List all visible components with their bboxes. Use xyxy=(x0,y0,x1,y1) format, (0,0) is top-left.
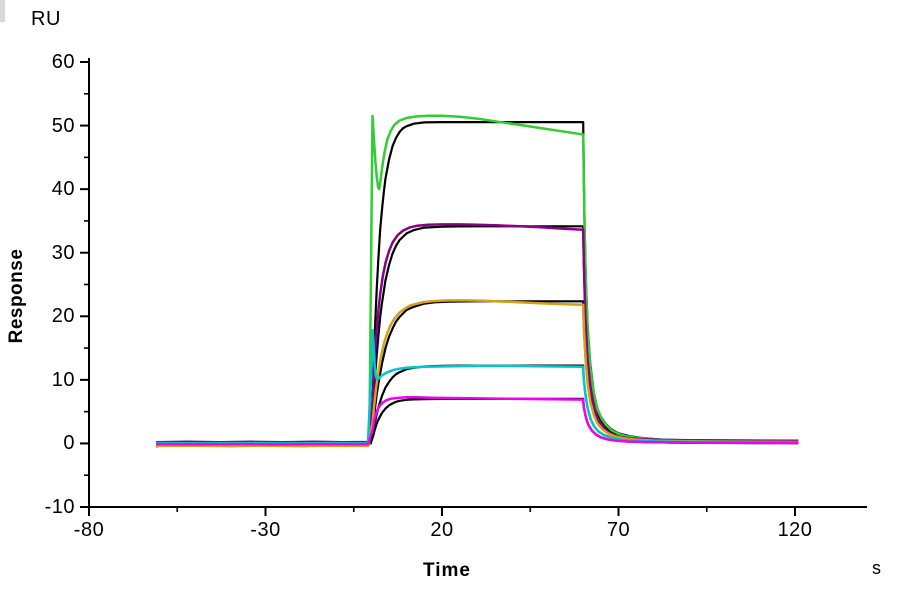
y-unit-label: RU xyxy=(31,8,61,30)
window-edge-artifact xyxy=(0,0,5,22)
y-tick-label: 40 xyxy=(51,178,75,201)
y-tick-label: 20 xyxy=(51,305,75,328)
y-tick-label: 50 xyxy=(51,114,75,137)
series-fit-magenta xyxy=(156,397,799,445)
y-tick-label: 10 xyxy=(51,368,75,391)
x-tick-label: -80 xyxy=(73,519,105,541)
x-tick-label: 20 xyxy=(430,519,454,541)
series-measured-magenta xyxy=(156,396,799,446)
y-tick-label: 60 xyxy=(51,51,75,73)
series-fit-orange xyxy=(156,300,799,445)
y-tick-label: -10 xyxy=(44,496,75,518)
y-tick-label: 30 xyxy=(51,241,75,264)
x-tick-label: 120 xyxy=(777,519,813,541)
curves-layer xyxy=(155,114,799,449)
series-fit-green xyxy=(156,121,799,445)
y-tick-label: 0 xyxy=(63,432,75,455)
x-unit-label: s xyxy=(872,558,881,578)
axes-layer xyxy=(80,58,867,516)
series-measured-cyan xyxy=(156,329,799,445)
series-measured-purple xyxy=(156,223,799,444)
x-axis-title: Time xyxy=(422,560,472,581)
series-fit-purple xyxy=(156,225,799,445)
series-fit-cyan xyxy=(156,364,799,445)
series-measured-orange xyxy=(156,299,799,448)
x-tick-label: 70 xyxy=(606,519,631,541)
x-tick-label: -30 xyxy=(250,519,281,541)
